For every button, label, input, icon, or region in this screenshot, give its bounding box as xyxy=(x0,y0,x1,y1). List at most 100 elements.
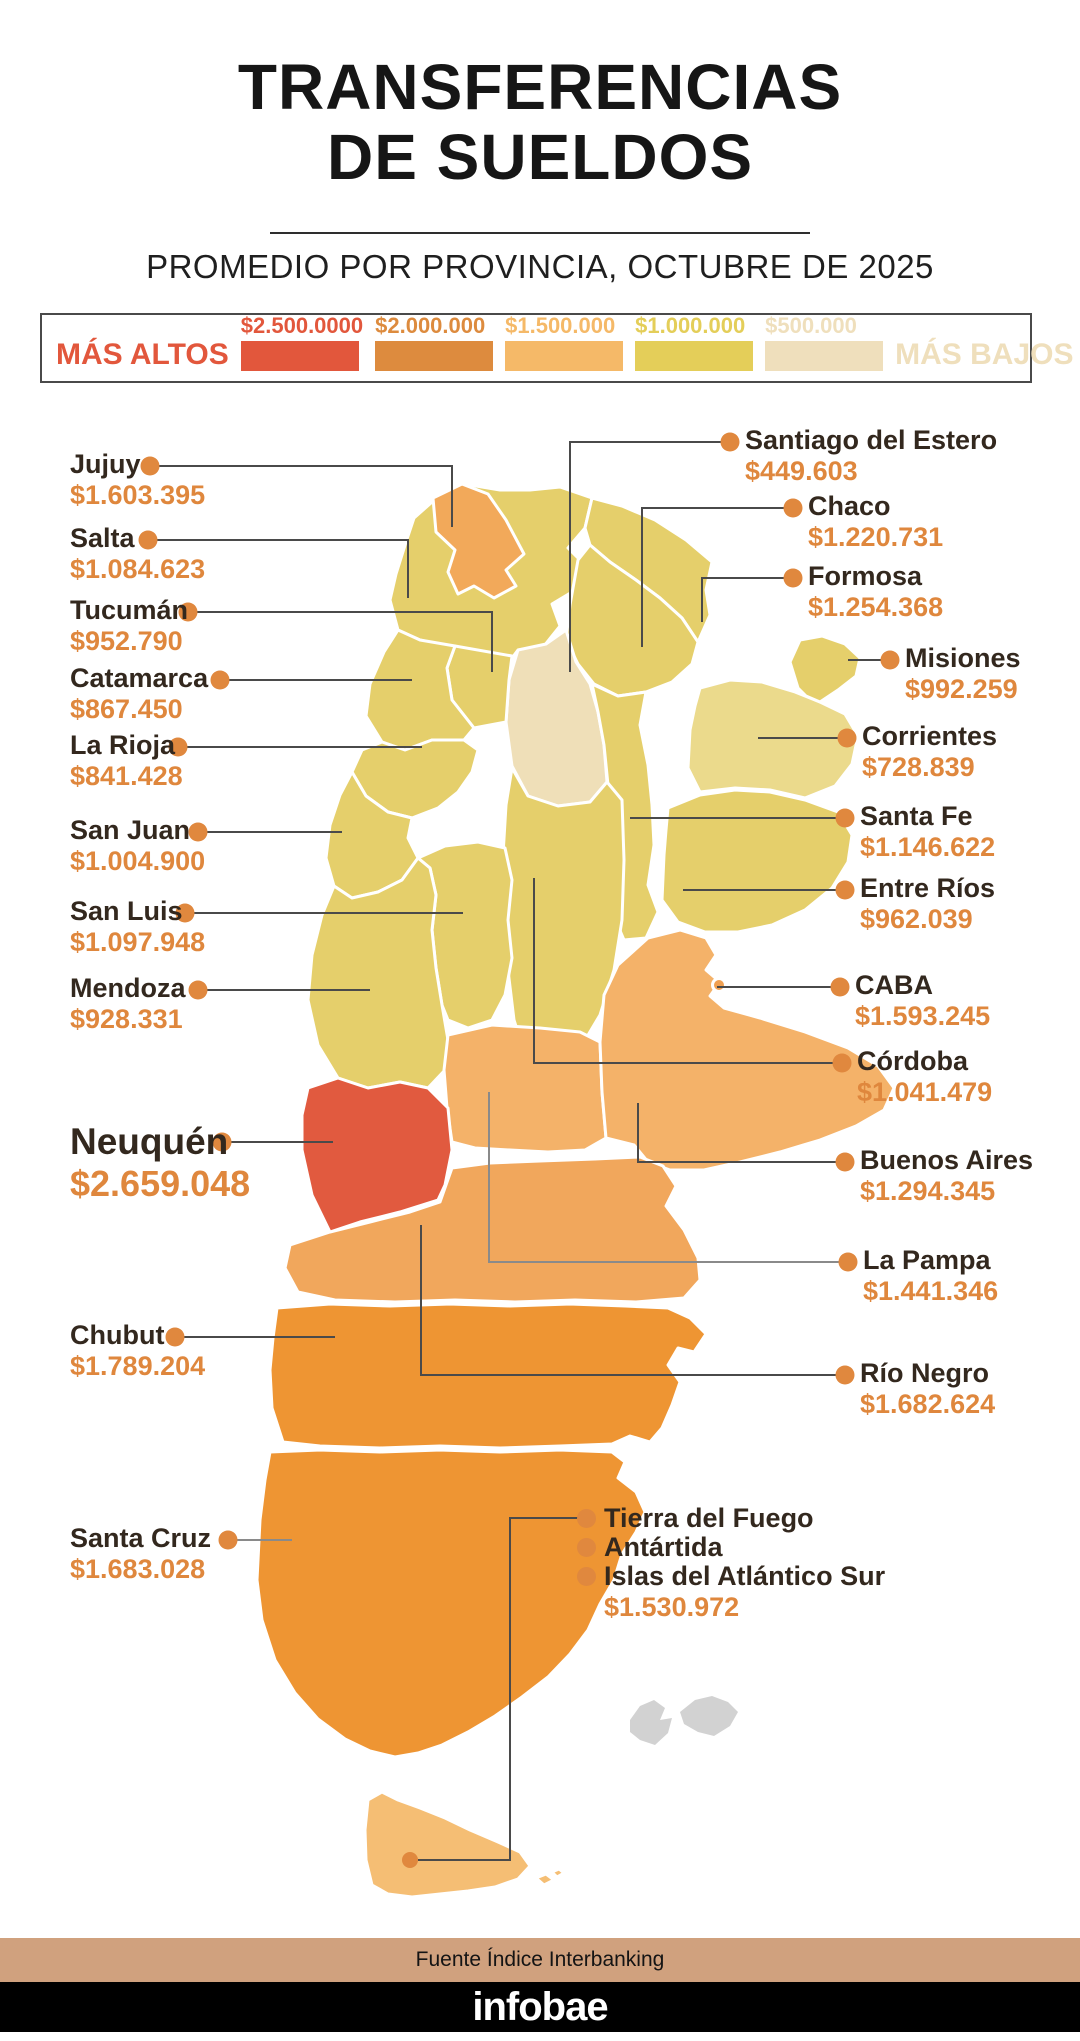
dot-la-pampa xyxy=(838,1252,858,1272)
label-santa-fe: Santa Fe $1.146.622 xyxy=(860,802,995,862)
province-name: Salta xyxy=(70,523,135,553)
province-name: Jujuy xyxy=(70,449,141,479)
province-value: $1.682.624 xyxy=(860,1389,996,1419)
province-name: Río Negro xyxy=(860,1358,990,1388)
legend-swatch xyxy=(505,341,624,371)
legend-bucket-2500000: $2.500.0000 xyxy=(240,315,363,371)
label-caba: CABA $1.593.245 xyxy=(855,971,990,1031)
brand-bar: infobae xyxy=(0,1982,1080,2032)
dot-entre-rios xyxy=(835,880,855,900)
province-name: Islas del Atlántico Sur xyxy=(604,1561,886,1591)
dot-san-juan xyxy=(188,822,208,842)
province-name: Tucumán xyxy=(70,595,189,625)
label-catamarca: Catamarca $867.450 xyxy=(70,664,208,724)
label-santa-cruz: Santa Cruz $1.683.028 xyxy=(70,1524,211,1584)
dot-tucuman xyxy=(178,602,198,622)
province-value: $1.530.972 xyxy=(604,1592,740,1622)
color-legend: MÁS ALTOS $2.500.0000 $2.000.000 $1.500.… xyxy=(40,313,1073,383)
province-value: $1.254.368 xyxy=(808,592,944,622)
label-entre-rios: Entre Ríos $962.039 xyxy=(860,874,995,934)
malvinas-islands xyxy=(630,1696,738,1745)
label-santiago-del-estero: Santiago del Estero $449.603 xyxy=(745,426,997,486)
label-jujuy: Jujuy $1.603.395 xyxy=(70,450,205,510)
dot-corrientes xyxy=(837,728,857,748)
province-value: $1.041.479 xyxy=(857,1077,993,1107)
legend-bucket-label: $2.000.000 xyxy=(375,313,486,338)
dot-rio-negro xyxy=(835,1365,855,1385)
dot-cordoba xyxy=(832,1053,852,1073)
province-value: $1.220.731 xyxy=(808,522,944,552)
province-name: Tierra del Fuego xyxy=(604,1503,814,1533)
label-la-rioja: La Rioja $841.428 xyxy=(70,731,183,791)
province-name: Antártida xyxy=(604,1532,723,1562)
province-value: $1.004.900 xyxy=(70,846,206,876)
label-neuquen: Neuquén $2.659.048 xyxy=(70,1122,250,1204)
connector-cordoba xyxy=(533,878,842,1064)
province-name: Catamarca xyxy=(70,663,209,693)
connector-salta xyxy=(148,539,409,598)
province-name: Misiones xyxy=(905,643,1021,673)
connector-la-pampa xyxy=(488,1092,848,1263)
legend-swatch xyxy=(375,341,494,371)
province-name: Córdoba xyxy=(857,1046,968,1076)
legend-high-label: MÁS ALTOS xyxy=(56,338,229,371)
connector-tucuman xyxy=(188,611,493,672)
label-misiones: Misiones $992.259 xyxy=(905,644,1021,704)
tierra-del-fuego-islets xyxy=(534,1867,566,1887)
connector-formosa xyxy=(701,577,793,622)
label-formosa: Formosa $1.254.368 xyxy=(808,562,943,622)
province-value: $1.683.028 xyxy=(70,1554,206,1584)
legend-bucket-1000000: $1.000.000 xyxy=(635,315,754,371)
province-santa-fe xyxy=(590,682,660,942)
legend-bucket-2000000: $2.000.000 xyxy=(375,313,494,371)
province-name: Santa Fe xyxy=(860,801,973,831)
label-san-juan: San Juan $1.004.900 xyxy=(70,816,205,876)
label-corrientes: Corrientes $728.839 xyxy=(862,722,997,782)
dot-salta xyxy=(138,530,158,550)
label-chaco: Chaco $1.220.731 xyxy=(808,492,943,552)
province-name: San Luis xyxy=(70,896,183,926)
province-value: $841.428 xyxy=(70,761,183,791)
province-misiones xyxy=(788,634,862,704)
province-value: $992.259 xyxy=(905,674,1018,704)
province-rio-negro xyxy=(283,1155,702,1304)
legend-swatch xyxy=(240,341,359,371)
province-value: $1.789.204 xyxy=(70,1351,206,1381)
province-name: Chubut xyxy=(70,1320,165,1350)
map-provinces xyxy=(255,482,896,1899)
source-bar: Fuente Índice Interbanking xyxy=(0,1938,1080,1982)
province-name: Mendoza xyxy=(70,973,186,1003)
legend-swatch xyxy=(635,341,754,371)
legend-bucket-500000: $500.000 xyxy=(765,315,884,371)
dot-santa-fe xyxy=(835,808,855,828)
connector-buenos-aires xyxy=(637,1103,845,1163)
dot-santiago-del-estero xyxy=(720,432,740,452)
legend-low-label: MÁS BAJOS xyxy=(895,338,1074,371)
province-value: $2.659.048 xyxy=(70,1163,251,1204)
dot-santa-cruz xyxy=(218,1530,238,1550)
dot-formosa xyxy=(783,568,803,588)
dot-buenos-aires xyxy=(835,1152,855,1172)
connector-tierra-del-fuego xyxy=(418,1517,586,1861)
dot-neuquen xyxy=(212,1132,232,1152)
province-name: Corrientes xyxy=(862,721,998,751)
province-tierra-del-fuego xyxy=(363,1790,532,1899)
province-value: $1.146.622 xyxy=(860,832,996,862)
bullet-dot-icon xyxy=(577,1567,596,1586)
dot-misiones xyxy=(880,650,900,670)
label-la-pampa: La Pampa $1.441.346 xyxy=(863,1246,998,1306)
province-name: Formosa xyxy=(808,561,923,591)
province-value: $1.441.346 xyxy=(863,1276,999,1306)
page-title: TRANSFERENCIAS DE SUELDOS xyxy=(0,52,1080,192)
label-buenos-aires: Buenos Aires $1.294.345 xyxy=(860,1146,1033,1206)
legend-bucket-1500000: $1.500.000 xyxy=(505,315,624,371)
province-name: San Juan xyxy=(70,815,191,845)
page-subtitle: PROMEDIO POR PROVINCIA, OCTUBRE DE 2025 xyxy=(146,248,934,285)
connector-santiago-del-estero xyxy=(569,441,730,672)
map-connectors xyxy=(148,441,890,1861)
province-value: $1.097.948 xyxy=(70,927,206,957)
province-value: $728.839 xyxy=(862,752,975,782)
dot-catamarca xyxy=(210,670,230,690)
label-tucuman: Tucumán $952.790 xyxy=(70,596,188,656)
